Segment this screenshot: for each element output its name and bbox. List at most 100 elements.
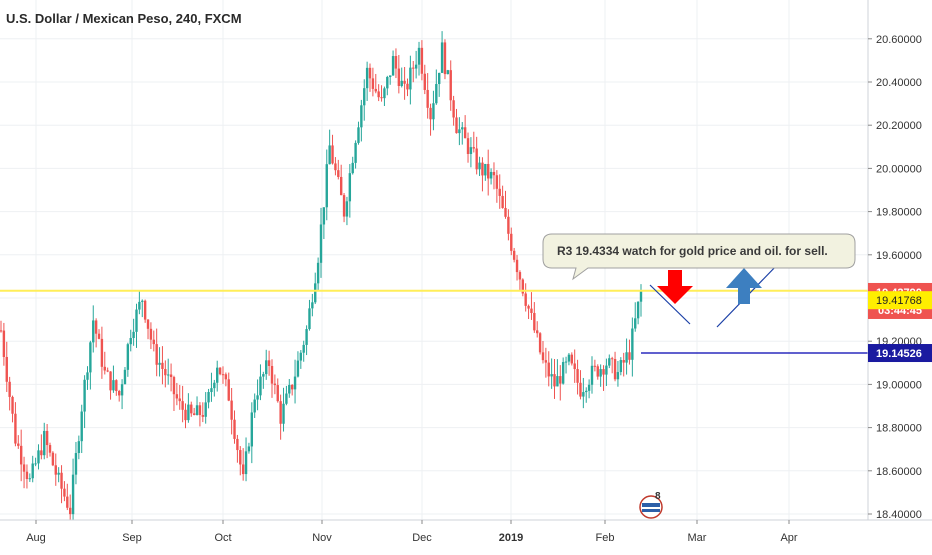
candle-body: [270, 365, 274, 384]
candle-body: [348, 173, 352, 202]
candle-body: [521, 279, 525, 294]
candle-body: [530, 308, 533, 313]
candle-body: [5, 356, 8, 382]
candle-body: [561, 362, 565, 384]
candle-body: [602, 369, 605, 375]
sell-arrow-icon[interactable]: [657, 270, 693, 304]
candle-body: [550, 374, 553, 377]
candle-body: [484, 163, 487, 176]
y-tick-label: 20.40000: [876, 77, 922, 89]
candle-body: [132, 331, 135, 339]
trend-line-down[interactable]: [649, 284, 691, 325]
candle-body: [599, 369, 602, 377]
candle-body: [106, 370, 109, 372]
candle-body: [639, 289, 643, 302]
candle-body: [446, 70, 450, 75]
event-flag-icon[interactable]: 8: [639, 491, 663, 519]
candle-body: [45, 430, 49, 446]
buy-arrow-icon[interactable]: [726, 268, 762, 304]
candle-body: [311, 302, 314, 309]
x-tick-label: Sep: [122, 532, 142, 544]
price-axis-bg: [868, 0, 932, 550]
candle-body: [608, 358, 611, 366]
candle-body: [481, 162, 484, 176]
candle-body: [478, 162, 481, 170]
candle-body: [342, 195, 346, 217]
x-tick-label: Feb: [596, 532, 615, 544]
candle-body: [227, 379, 230, 401]
candle-body: [172, 377, 176, 395]
candle-body: [590, 365, 594, 385]
candle-body: [634, 318, 637, 329]
candle-body: [449, 70, 452, 101]
candle-body: [210, 388, 213, 393]
candle-body: [435, 84, 438, 104]
annotation-callout[interactable]: [542, 233, 856, 281]
candle-body: [22, 464, 26, 472]
candle-body: [406, 83, 409, 90]
level-label-yellow-text: 19.41768: [876, 295, 922, 307]
candle-body: [244, 451, 248, 475]
candle-body: [187, 404, 190, 421]
candle-body: [149, 328, 153, 340]
level-label-yellow: [868, 291, 932, 310]
candle-body: [622, 360, 625, 363]
candle-body: [628, 352, 631, 360]
y-tick-label: 18.60000: [876, 466, 922, 478]
candle-body: [417, 47, 421, 65]
candle-body: [262, 374, 265, 377]
candle-body: [374, 88, 377, 92]
y-tick-label: 19.00000: [876, 379, 922, 391]
candle-body: [314, 283, 317, 303]
time-axis-bg: [0, 520, 932, 550]
candle-body: [115, 380, 118, 391]
candle-body: [181, 401, 184, 410]
candle-body: [570, 354, 574, 364]
candle-body: [489, 171, 493, 179]
candle-body: [616, 372, 620, 380]
candle-body: [92, 320, 95, 343]
candle-body: [77, 441, 81, 454]
candle-body: [250, 412, 254, 447]
x-tick-label: Nov: [312, 532, 332, 544]
candle-body: [2, 330, 6, 357]
candle-body: [218, 367, 222, 375]
candle-body: [487, 163, 490, 179]
candle-body: [553, 374, 556, 387]
candle-body: [299, 352, 303, 361]
candle-body: [296, 360, 300, 377]
candle-body: [319, 224, 323, 263]
candle-body: [11, 396, 14, 414]
candle-body: [495, 175, 499, 189]
candle-body: [328, 145, 331, 165]
candle-body: [155, 344, 158, 365]
candle-body: [117, 390, 121, 396]
candle-body: [423, 73, 426, 90]
candle-body: [290, 384, 294, 390]
candle-body: [556, 376, 559, 387]
candle-body: [400, 80, 403, 86]
candle-body: [302, 344, 305, 353]
candle-body: [57, 472, 60, 475]
candle-body: [461, 127, 464, 130]
y-tick-label: 19.60000: [876, 250, 922, 262]
candle-body: [256, 395, 259, 400]
candle-body: [17, 443, 20, 446]
candle-body: [360, 105, 363, 128]
x-tick-label: Dec: [412, 532, 432, 544]
candle-body: [66, 496, 69, 508]
candle-body: [129, 338, 132, 345]
candle-body: [221, 374, 225, 376]
candle-body: [103, 366, 106, 371]
candle-body: [371, 78, 375, 89]
level-label-blue: [868, 344, 932, 363]
candle-body: [593, 365, 597, 367]
candle-body: [141, 300, 144, 302]
candle-body: [239, 450, 242, 465]
candle-body: [368, 67, 372, 79]
x-tick-label: Apr: [780, 532, 797, 544]
candle-body: [564, 361, 568, 363]
candle-body: [394, 56, 398, 69]
candle-body: [204, 402, 207, 417]
